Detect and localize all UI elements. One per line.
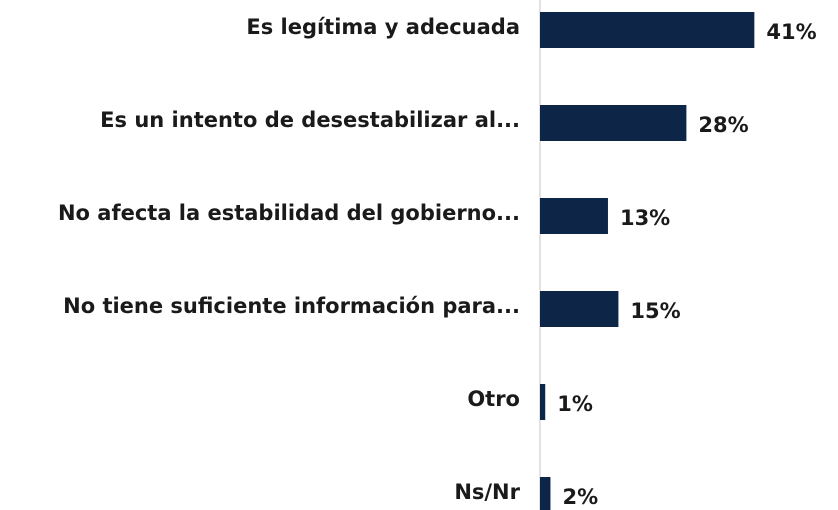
category-label: Es legítima y adecuada bbox=[246, 15, 520, 39]
category-label: Otro bbox=[467, 387, 520, 411]
category-label: Ns/Nr bbox=[454, 480, 520, 504]
category-label: No tiene suficiente información para... bbox=[63, 294, 520, 318]
bar bbox=[540, 384, 546, 420]
value-label: 13% bbox=[620, 206, 670, 230]
value-label: 28% bbox=[698, 113, 748, 137]
category-label: No afecta la estabilidad del gobierno... bbox=[58, 201, 520, 225]
value-label: 2% bbox=[562, 485, 598, 509]
category-label: Es un intento de desestabilizar al... bbox=[100, 108, 520, 132]
value-label: 1% bbox=[557, 392, 593, 416]
bar bbox=[540, 291, 619, 327]
bar bbox=[540, 12, 755, 48]
value-label: 41% bbox=[766, 20, 816, 44]
value-label: 15% bbox=[630, 299, 680, 323]
bar bbox=[540, 477, 551, 510]
bar bbox=[540, 198, 608, 234]
bar bbox=[540, 105, 687, 141]
